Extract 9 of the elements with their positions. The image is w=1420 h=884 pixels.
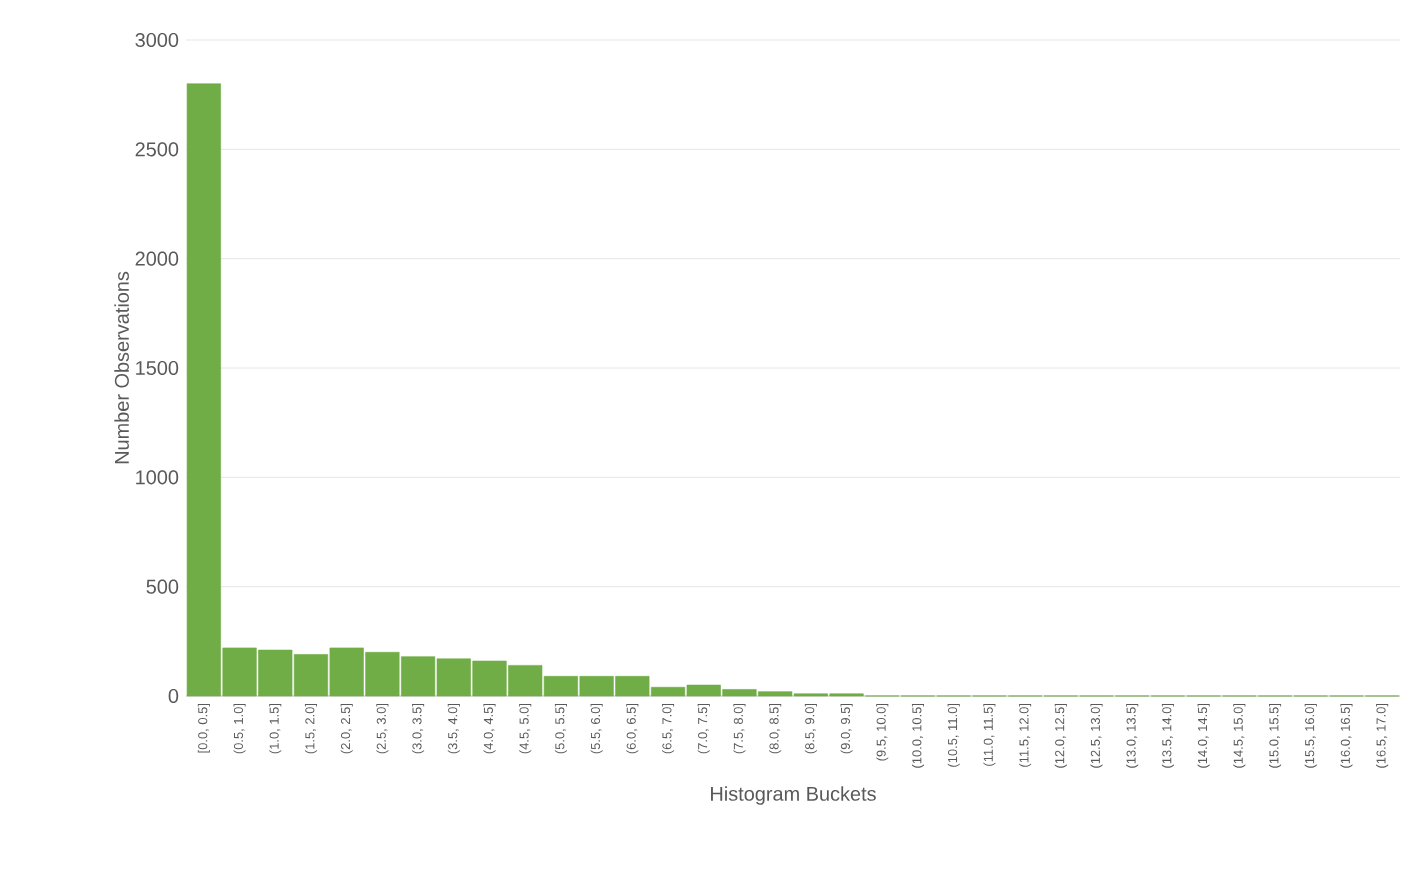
- y-tick-label: 2500: [135, 142, 179, 157]
- y-tick-label: 2000: [135, 251, 179, 266]
- y-axis-title: Number Observations: [114, 271, 129, 464]
- x-axis-title: Histogram Buckets: [711, 786, 876, 805]
- y-tick-label: 3000: [135, 32, 179, 48]
- y-tick-label: 500: [146, 579, 179, 594]
- y-tick-label: 1500: [136, 360, 179, 376]
- y-tick-label: 1000: [136, 470, 179, 485]
- y-tick-label: 0: [168, 688, 179, 704]
